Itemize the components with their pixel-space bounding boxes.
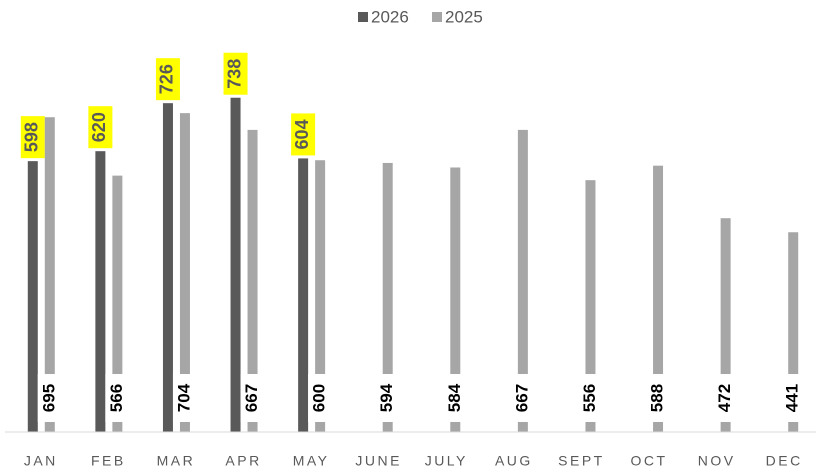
- x-tick-label: JAN: [24, 453, 58, 469]
- label-box: [105, 374, 130, 422]
- bar: [315, 160, 326, 432]
- label-box: [646, 374, 671, 422]
- bar: [450, 167, 461, 432]
- data-label: 588: [648, 384, 667, 412]
- x-tick-label: SEPT: [558, 453, 605, 469]
- bar: [585, 180, 596, 432]
- data-label: 667: [242, 384, 261, 412]
- data-label: 695: [39, 384, 58, 412]
- bar: [653, 165, 664, 432]
- x-tick-label: APR: [225, 453, 261, 469]
- label-box: [781, 374, 806, 422]
- bar: [230, 97, 241, 433]
- legend-label: 2026: [371, 7, 409, 26]
- data-label: 667: [512, 384, 531, 412]
- bar: [788, 232, 799, 432]
- label-box: [37, 374, 62, 422]
- label-box: [443, 374, 468, 422]
- label-highlight: [88, 106, 113, 149]
- x-tick-label: NOV: [698, 453, 736, 469]
- label-highlight: [223, 52, 248, 95]
- bar: [44, 117, 55, 433]
- x-tick-label: OCT: [631, 453, 668, 469]
- data-label: 726: [157, 64, 177, 94]
- x-tick-label: FEB: [91, 453, 126, 469]
- data-label: 704: [174, 383, 193, 412]
- label-highlight: [155, 58, 180, 101]
- data-label: 598: [22, 122, 42, 152]
- bar: [27, 161, 38, 432]
- x-tick-label: MAR: [157, 453, 196, 469]
- data-label: 556: [580, 384, 599, 412]
- bar: [162, 103, 173, 432]
- x-tick-label: AUG: [495, 453, 533, 469]
- bar: [382, 162, 393, 432]
- label-box: [713, 374, 738, 422]
- data-label: 441: [783, 384, 802, 412]
- data-label: 472: [715, 384, 734, 412]
- legend-swatch: [432, 12, 442, 22]
- label-box: [375, 374, 400, 422]
- data-label: 594: [377, 383, 396, 412]
- data-label: 566: [107, 384, 126, 412]
- label-highlight: [20, 116, 45, 159]
- label-box: [172, 374, 197, 422]
- legend-label: 2025: [445, 7, 483, 26]
- data-label: 600: [310, 384, 329, 412]
- data-label: 738: [224, 59, 244, 89]
- bar: [247, 129, 258, 432]
- label-highlight: [291, 113, 316, 156]
- label-box: [578, 374, 603, 422]
- x-tick-label: DEC: [766, 453, 803, 469]
- legend-swatch: [358, 12, 368, 22]
- bar: [298, 158, 309, 432]
- x-tick-label: JUNE: [355, 453, 402, 469]
- bar: [720, 218, 731, 432]
- label-box: [240, 374, 265, 422]
- label-box: [308, 374, 333, 422]
- bar: [179, 113, 190, 433]
- bar: [517, 129, 528, 432]
- x-tick-label: JULY: [425, 453, 468, 469]
- bar: [112, 175, 123, 432]
- bar: [95, 151, 106, 433]
- data-label: 584: [445, 383, 464, 412]
- x-tick-label: MAY: [293, 453, 330, 469]
- data-label: 604: [292, 119, 312, 149]
- data-label: 620: [89, 112, 109, 142]
- label-box: [510, 374, 535, 422]
